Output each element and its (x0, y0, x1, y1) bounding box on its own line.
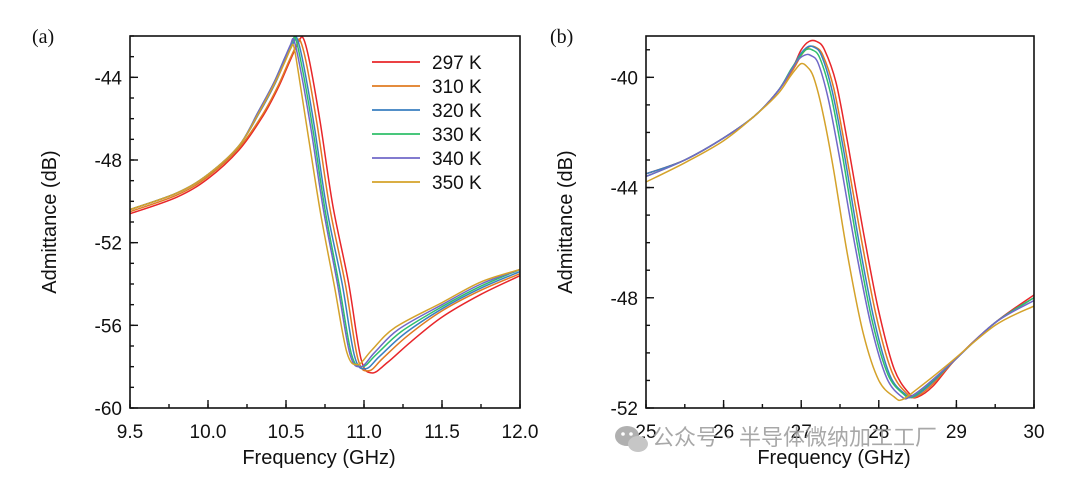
series-group (130, 36, 520, 374)
series-line-350k (646, 62, 1034, 402)
y-tick-label: -44 (95, 68, 123, 89)
y-tick-label: -40 (611, 68, 638, 89)
chart-panel-a: 9.5 10.0 10.5 11.0 11.5 12.0 -60 -56 -52 -48 -44 Fr… (32, 26, 538, 469)
y-axis-title: Admittance (dB) (39, 150, 61, 293)
watermark: 公众号 · 半导体微纳加工工厂 (615, 426, 937, 452)
x-tick-label: 29 (946, 422, 967, 443)
y-axis-title: Admittance (dB) (555, 150, 577, 293)
series-line-297k (130, 36, 520, 374)
x-tick-label: 10.5 (268, 422, 305, 443)
y-tick-label: -52 (611, 399, 638, 420)
y-tick-label: -52 (95, 234, 122, 255)
y-tick-label: -56 (95, 316, 122, 337)
x-axis-title: Frequency (GHz) (242, 447, 395, 469)
plot-frame (645, 35, 1035, 409)
x-tick-label: 28 (868, 422, 889, 443)
panel-label: (b) (550, 26, 573, 48)
legend-label: 297 K (432, 53, 482, 74)
series-line-297k (646, 39, 1034, 399)
y-tick-label: -60 (95, 399, 122, 420)
series-group (646, 39, 1034, 402)
x-tick-label: 27 (791, 422, 812, 443)
legend-label: 350 K (432, 173, 482, 194)
watermark-text: 公众号 · 半导体微纳加工工厂 (652, 426, 937, 451)
y-tick-label: -48 (95, 151, 122, 172)
legend-label: 310 K (432, 77, 482, 98)
series-line-310k (130, 38, 520, 372)
series-line-350k (130, 43, 520, 366)
legend-label: 320 K (432, 101, 482, 122)
x-tick-label: 26 (713, 422, 734, 443)
x-tick-label: 11.0 (346, 422, 382, 443)
x-axis-title: Frequency (GHz) (757, 447, 910, 469)
y-tick-label: -44 (611, 179, 639, 200)
x-tick-label: 10.0 (190, 422, 227, 443)
legend-label: 340 K (432, 149, 482, 170)
x-tick-label: 9.5 (117, 422, 143, 443)
x-tick-label: 11.5 (424, 422, 460, 443)
x-tick-label: 30 (1023, 422, 1044, 443)
y-tick-label: -48 (611, 289, 638, 310)
series-line-340k (646, 53, 1034, 400)
panel-label: (a) (32, 26, 54, 48)
x-tick-label: 12.0 (502, 422, 539, 443)
legend-label: 330 K (432, 125, 482, 146)
wechat-icon (615, 426, 648, 452)
legend: 297 K 310 K 320 K 330 K 340 K 350 K (372, 53, 482, 194)
